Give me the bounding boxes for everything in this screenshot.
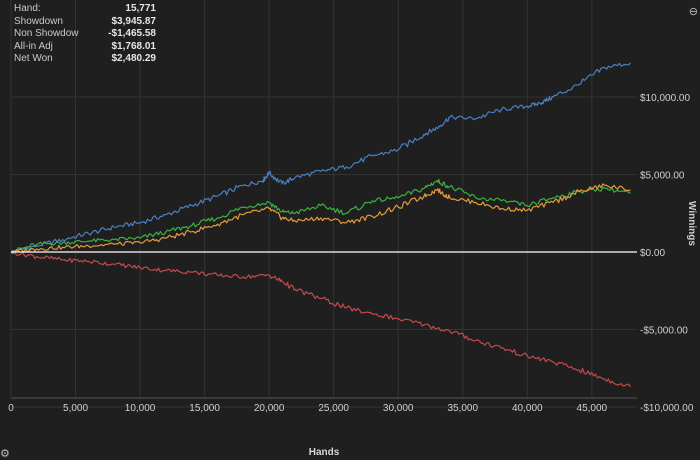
x-tick-label: 25,000: [318, 403, 349, 414]
x-axis-title: Hands: [309, 447, 340, 458]
zoom-icon[interactable]: ⊖: [688, 6, 698, 18]
gear-icon[interactable]: ⚙: [0, 448, 10, 460]
y-tick-label: $10,000.00: [640, 93, 690, 104]
stat-value: $2,480.29: [111, 53, 157, 65]
stat-label: Showdown: [14, 15, 63, 27]
x-axis-ticks: 0 5,000 10,000 15,000 20,000 25,000 30,000 35,0…: [8, 403, 607, 414]
series-line-4: [10, 250, 631, 388]
stat-row-net-won: Net Won $2,480.29: [14, 53, 156, 66]
y-tick-label: -$10,000.00: [640, 403, 694, 414]
series-line-3: [10, 183, 631, 253]
stat-row-hand: Hand: 15,771: [14, 3, 156, 16]
stat-row-allin-adj: All-in Adj $1,768.01: [14, 41, 156, 54]
x-tick-label: 5,000: [63, 403, 88, 414]
x-tick-label: 30,000: [383, 403, 414, 414]
stat-label: All-in Adj: [14, 40, 53, 52]
x-tick-label: 0: [8, 403, 14, 414]
x-tick-label: 20,000: [254, 403, 285, 414]
stat-value: $3,945.87: [111, 15, 157, 27]
stats-panel: Hand: 15,771 Showdown $3,945.87 Non Show…: [14, 3, 156, 66]
stat-value: 15,771: [125, 3, 156, 14]
x-tick-label: 10,000: [125, 403, 156, 414]
x-tick-label: 45,000: [577, 403, 608, 414]
series-line-1: [10, 62, 631, 253]
stat-row-non-showdown: Non Showdow -$1,465.58: [14, 28, 156, 41]
stat-label: Non Showdow: [14, 28, 79, 40]
chart-series: [10, 62, 637, 388]
stat-label: Hand:: [14, 3, 41, 14]
stat-row-showdown: Showdown $3,945.87: [14, 16, 156, 29]
stat-value: -$1,465.58: [108, 28, 156, 40]
y-tick-label: -$5,000.00: [640, 326, 688, 337]
chart-grid: [10, 0, 637, 408]
y-axis-title: Winnings: [686, 201, 698, 246]
x-tick-label: 35,000: [447, 403, 478, 414]
y-tick-label: $0.00: [640, 248, 665, 259]
series-line-2: [10, 178, 631, 255]
y-axis-ticks: $10,000.00 $5,000.00 $0.00 -$5,000.00 -$10,0…: [640, 93, 694, 414]
stat-label: Net Won: [14, 53, 53, 65]
stat-value: $1,768.01: [111, 40, 157, 52]
x-tick-label: 15,000: [189, 403, 220, 414]
y-tick-label: $5,000.00: [640, 171, 685, 182]
x-tick-label: 40,000: [512, 403, 543, 414]
